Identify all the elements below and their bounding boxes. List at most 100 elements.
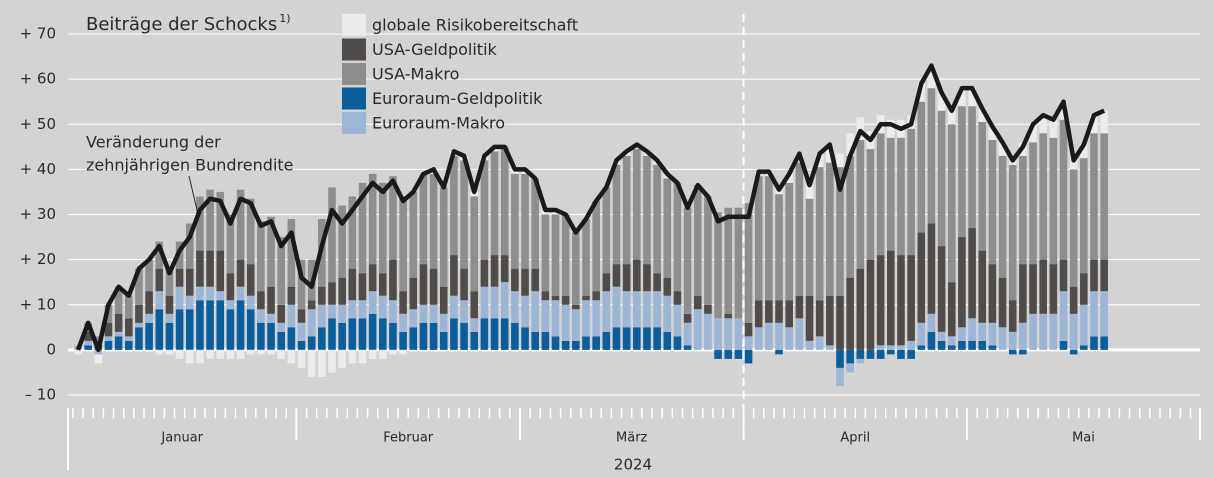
bar-segment bbox=[704, 313, 712, 350]
bar-segment bbox=[572, 340, 580, 350]
bar-segment bbox=[125, 318, 133, 337]
bar-segment bbox=[439, 313, 448, 332]
bar-segment bbox=[998, 142, 1007, 156]
bar-segment bbox=[917, 322, 926, 346]
bar-segment bbox=[368, 264, 377, 292]
bar-segment bbox=[947, 282, 956, 337]
bar-segment bbox=[582, 336, 590, 350]
bar-segment bbox=[135, 327, 143, 350]
bar-segment bbox=[389, 300, 397, 323]
bar-segment bbox=[673, 182, 682, 292]
bar-segment bbox=[704, 304, 712, 314]
bar-segment bbox=[958, 88, 966, 107]
bar-segment bbox=[663, 331, 672, 350]
bar-segment bbox=[145, 291, 153, 314]
bar-segment bbox=[1039, 133, 1047, 260]
bar-segment bbox=[338, 304, 346, 323]
chart-title: Beiträge der Schocks bbox=[86, 14, 277, 35]
bar-segment bbox=[104, 322, 113, 337]
bar-segment bbox=[775, 194, 783, 301]
bar-segment bbox=[683, 322, 692, 346]
bar-segment bbox=[836, 295, 844, 350]
annotation-leader bbox=[188, 175, 199, 215]
bar-segment bbox=[379, 349, 387, 359]
bar-segment bbox=[541, 300, 550, 332]
bar-segment bbox=[572, 309, 580, 341]
bar-segment bbox=[1069, 313, 1078, 350]
bar-segment bbox=[409, 309, 418, 328]
bar-segment bbox=[206, 250, 214, 287]
bar-segment bbox=[907, 340, 915, 350]
bar-segment bbox=[470, 196, 479, 292]
bar-segment bbox=[114, 313, 123, 332]
bar-segment bbox=[196, 300, 204, 350]
bar-segment bbox=[1069, 169, 1078, 287]
bar-segment bbox=[734, 349, 743, 359]
bar-segment bbox=[582, 295, 590, 301]
bar-segment bbox=[551, 295, 560, 301]
bar-segment bbox=[988, 322, 997, 346]
bar-segment bbox=[500, 146, 509, 256]
bar-segment bbox=[897, 255, 905, 346]
bar-segment bbox=[1008, 300, 1017, 332]
bar-segment bbox=[511, 173, 519, 269]
foreground: Beiträge der Schocks 1) Veränderung der … bbox=[20, 12, 1201, 474]
bar-segment bbox=[125, 336, 133, 341]
bar-segment bbox=[399, 313, 407, 332]
bar-segment bbox=[917, 101, 926, 233]
bar-segment bbox=[206, 286, 214, 301]
y-tick-label: + 50 bbox=[20, 115, 56, 133]
bar-segment bbox=[338, 322, 346, 350]
bar-segment bbox=[754, 327, 763, 350]
bar-segment bbox=[673, 336, 682, 350]
bar-segment bbox=[419, 304, 428, 323]
bar-segment bbox=[429, 304, 438, 323]
bar-segment bbox=[328, 349, 336, 373]
bar-segment bbox=[318, 349, 326, 377]
bar-segment bbox=[480, 160, 489, 260]
bar-segment bbox=[937, 92, 946, 111]
bar-segment bbox=[836, 167, 844, 296]
bar-segment bbox=[297, 340, 306, 350]
bar-segment bbox=[185, 349, 194, 364]
bar-segment bbox=[846, 277, 854, 350]
bar-segment bbox=[470, 318, 479, 332]
bar-segment bbox=[683, 313, 692, 323]
bar-segment bbox=[815, 300, 824, 337]
bar-segment bbox=[836, 153, 844, 168]
bar-segment bbox=[1100, 259, 1108, 292]
bar-segment bbox=[470, 331, 479, 350]
bar-segment bbox=[257, 322, 265, 350]
bar-segment bbox=[805, 295, 814, 341]
legend-swatch bbox=[342, 112, 366, 134]
bar-segment bbox=[287, 327, 296, 350]
bar-segment bbox=[500, 255, 509, 283]
bar-segment bbox=[165, 295, 174, 314]
legend-swatch bbox=[342, 38, 366, 61]
bar-segment bbox=[998, 155, 1007, 278]
bar-segment bbox=[592, 300, 600, 337]
annotation: zehnjährigen Bundrendite bbox=[86, 156, 294, 175]
bar-segment bbox=[866, 259, 875, 350]
bar-segment bbox=[653, 291, 661, 328]
bar-segment bbox=[267, 313, 275, 323]
bar-segment bbox=[379, 318, 387, 350]
bar-segment bbox=[826, 162, 834, 296]
bar-segment bbox=[968, 228, 976, 319]
bar-segment bbox=[887, 349, 895, 355]
bar-segment bbox=[399, 196, 407, 292]
bar-segment bbox=[246, 349, 255, 355]
bar-segment bbox=[196, 286, 204, 301]
bar-segment bbox=[917, 345, 926, 350]
legend-label: Euroraum-Geldpolitik bbox=[372, 89, 543, 108]
bar-segment bbox=[592, 200, 600, 292]
line bbox=[75, 63, 1106, 353]
bar-segment bbox=[165, 322, 174, 350]
bar-segment bbox=[1029, 313, 1037, 350]
bar-segment bbox=[561, 214, 570, 296]
bar-segment bbox=[135, 322, 143, 328]
bar-segment bbox=[145, 322, 153, 350]
bar-segment bbox=[307, 309, 316, 337]
bar-segment bbox=[724, 349, 733, 359]
